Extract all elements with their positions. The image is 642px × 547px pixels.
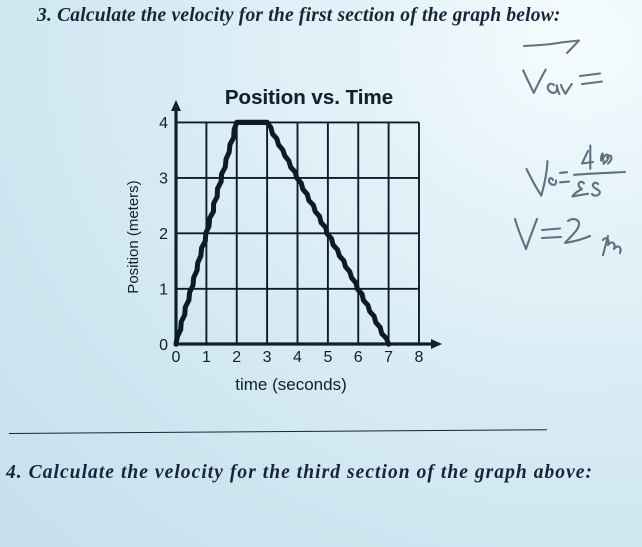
- svg-text:time (seconds): time (seconds): [235, 375, 346, 394]
- svg-text:Position (meters): Position (meters): [125, 180, 142, 293]
- svg-text:2: 2: [159, 226, 168, 243]
- svg-text:7: 7: [384, 349, 393, 366]
- svg-text:0: 0: [159, 337, 168, 354]
- svg-text:4: 4: [293, 349, 302, 366]
- svg-text:8: 8: [415, 349, 424, 366]
- svg-text:Position vs. Time: Position vs. Time: [225, 86, 393, 109]
- svg-text:1: 1: [159, 282, 168, 299]
- svg-text:3: 3: [159, 171, 168, 188]
- svg-text:5: 5: [323, 349, 332, 366]
- svg-text:3: 3: [263, 349, 272, 366]
- svg-text:2: 2: [232, 349, 241, 366]
- svg-text:1: 1: [202, 349, 211, 366]
- svg-text:0: 0: [172, 349, 181, 366]
- svg-text:6: 6: [354, 349, 363, 366]
- svg-text:4: 4: [159, 115, 168, 132]
